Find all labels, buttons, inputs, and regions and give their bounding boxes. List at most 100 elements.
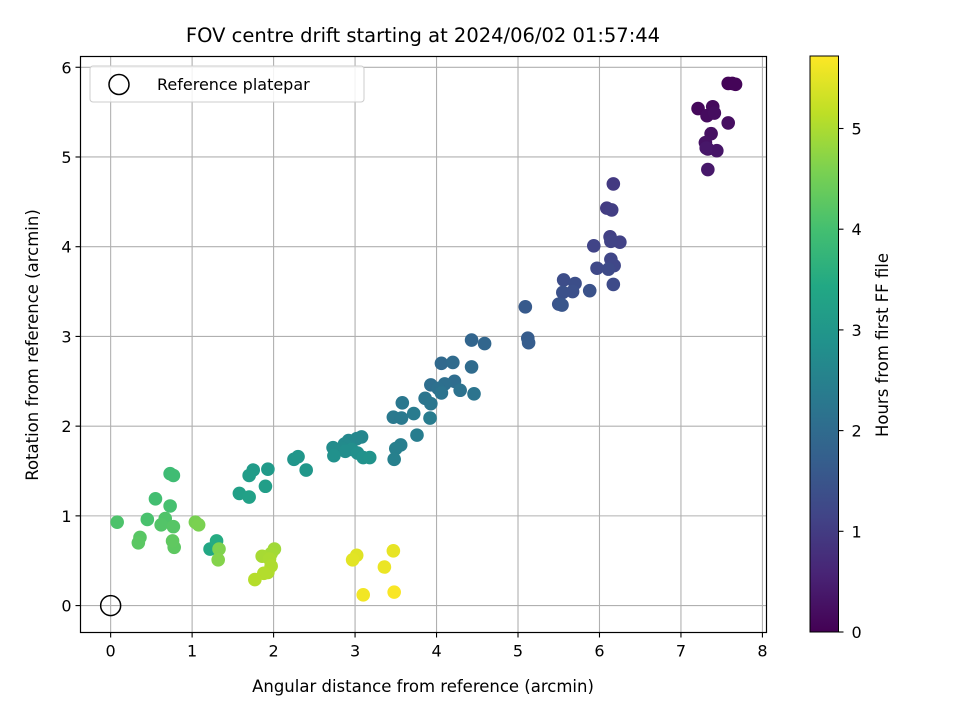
data-point <box>338 444 353 459</box>
y-axis-ticks: 0 1 2 3 4 5 6 <box>61 58 81 616</box>
data-point <box>163 499 177 513</box>
data-point <box>394 411 409 425</box>
data-point <box>606 277 621 292</box>
legend-entry-label: Reference platepar <box>157 75 310 94</box>
y-tick-label: 5 <box>61 148 71 167</box>
data-point <box>406 406 421 421</box>
data-point <box>556 285 570 300</box>
y-tick-label: 6 <box>61 58 71 77</box>
data-point <box>345 553 360 567</box>
data-point <box>261 462 275 477</box>
data-point <box>518 300 533 314</box>
data-point <box>434 386 449 400</box>
legend-marker <box>108 73 130 96</box>
data-point <box>446 355 460 370</box>
data-point <box>424 396 438 411</box>
data-point <box>586 239 601 253</box>
data-point <box>131 535 146 550</box>
colorbar: 0 1 2 3 4 5 Hours from first FF file <box>809 55 892 642</box>
chart-title: FOV centre drift starting at 2024/06/02 … <box>186 24 660 47</box>
x-axis-ticks: 0 1 2 3 4 5 6 7 8 <box>106 632 768 661</box>
x-tick-label: 1 <box>187 642 197 661</box>
colorbar-ticks: 0 1 2 3 4 5 <box>838 120 862 642</box>
data-point <box>191 518 206 532</box>
legend-box <box>89 65 365 103</box>
data-point <box>387 452 401 467</box>
colorbar-tick-label: 3 <box>852 321 862 340</box>
legend: Reference platepar <box>89 65 365 103</box>
data-point <box>699 141 714 155</box>
y-tick-label: 0 <box>61 597 71 616</box>
data-point <box>453 383 467 398</box>
data-point <box>582 283 597 298</box>
y-tick-label: 3 <box>61 327 71 346</box>
data-point <box>362 450 377 465</box>
data-point <box>258 479 273 494</box>
data-points <box>99 76 743 617</box>
x-tick-label: 0 <box>106 642 116 661</box>
x-tick-label: 5 <box>513 642 523 661</box>
data-point <box>154 518 168 532</box>
x-tick-label: 8 <box>757 642 767 661</box>
data-point <box>565 284 580 299</box>
data-point <box>140 512 155 527</box>
y-tick-label: 2 <box>61 417 71 436</box>
x-axis-label: Angular distance from reference (arcmin) <box>252 677 594 696</box>
data-point <box>556 273 571 287</box>
data-point <box>395 396 410 410</box>
x-tick-label: 2 <box>268 642 278 661</box>
data-point <box>327 448 341 463</box>
data-point <box>521 335 536 350</box>
data-point <box>291 449 305 464</box>
y-axis-label: Rotation from reference (arcmin) <box>23 209 42 481</box>
reference-platepar-marker <box>99 594 122 617</box>
data-point <box>604 203 619 217</box>
data-point <box>604 234 618 249</box>
colorbar-tick-label: 4 <box>852 220 862 239</box>
data-point <box>467 387 481 401</box>
colorbar-tick-label: 2 <box>852 422 862 441</box>
colorbar-gradient <box>809 55 839 633</box>
y-tick-label: 4 <box>61 238 71 257</box>
data-point <box>242 468 256 483</box>
grid-lines <box>80 56 767 633</box>
data-point <box>707 106 722 120</box>
data-point <box>434 356 449 371</box>
data-point <box>242 490 256 504</box>
data-point <box>166 468 181 483</box>
data-point <box>728 77 743 92</box>
data-point <box>606 177 621 191</box>
data-point <box>165 534 180 548</box>
data-point <box>721 116 736 130</box>
colorbar-tick-label: 1 <box>852 522 862 541</box>
data-point <box>710 143 724 158</box>
data-point <box>387 585 401 599</box>
data-point <box>211 553 225 567</box>
data-point <box>212 542 226 556</box>
colorbar-label: Hours from first FF file <box>873 253 892 437</box>
data-point <box>477 336 492 351</box>
data-point <box>410 428 424 442</box>
data-point <box>388 441 403 456</box>
data-point <box>464 360 479 374</box>
data-point <box>110 515 124 529</box>
data-point <box>555 298 569 312</box>
x-tick-label: 6 <box>594 642 604 661</box>
data-point <box>601 262 616 276</box>
data-point <box>423 411 437 425</box>
data-point <box>701 162 715 177</box>
data-point <box>356 588 371 602</box>
data-point <box>166 519 181 534</box>
colorbar-tick-label: 0 <box>852 623 862 642</box>
plot-frame <box>79 55 768 634</box>
data-point <box>299 463 313 477</box>
x-tick-label: 3 <box>350 642 360 661</box>
x-tick-label: 4 <box>431 642 441 661</box>
data-point <box>377 560 392 574</box>
data-point <box>148 492 163 506</box>
colorbar-tick-label: 5 <box>852 120 862 139</box>
x-tick-label: 7 <box>676 642 686 661</box>
data-point <box>248 572 262 587</box>
data-point <box>386 544 401 558</box>
